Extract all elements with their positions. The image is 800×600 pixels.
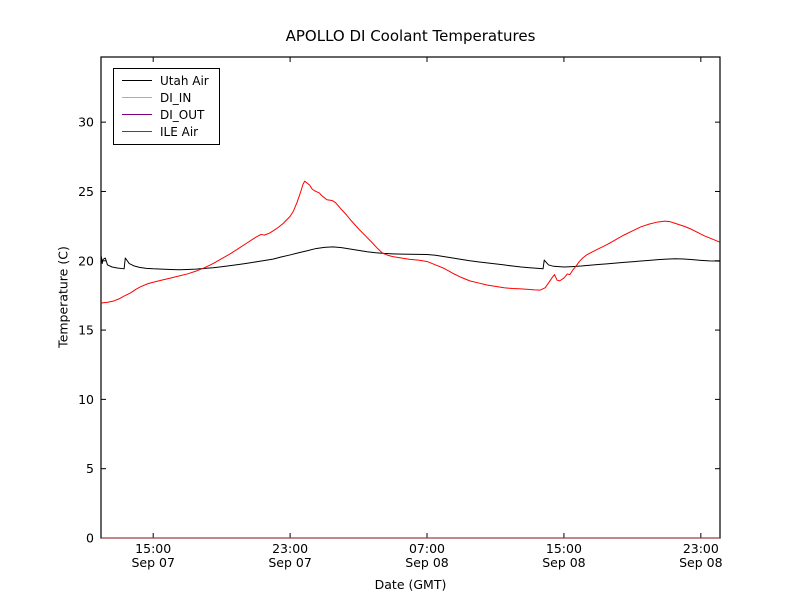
legend-label-di-out: DI_OUT [160, 107, 205, 122]
legend-label-ile-air: ILE Air [160, 124, 199, 139]
chart-title: APOLLO DI Coolant Temperatures [285, 27, 536, 45]
legend-line-sample-ile-air [122, 131, 152, 132]
legend-item-utah-air: Utah Air [122, 72, 209, 89]
x-tick-label-date: Sep 08 [405, 555, 448, 570]
x-tick-label-date: Sep 07 [268, 555, 311, 570]
x-tick-label-time: 15:00 [135, 541, 171, 556]
series-ile-air-line [101, 180, 720, 304]
y-tick-label: 25 [78, 184, 94, 199]
y-tick-label: 30 [78, 115, 94, 130]
legend-item-ile-air: ILE Air [122, 123, 209, 140]
legend-line-sample-di-in [122, 97, 152, 98]
legend-item-di-out: DI_OUT [122, 106, 209, 123]
y-tick-label: 10 [78, 392, 94, 407]
legend-line-sample-di-out [122, 114, 152, 115]
x-tick-label-time: 23:00 [683, 541, 719, 556]
x-tick-label-date: Sep 08 [542, 555, 585, 570]
y-axis-label: Temperature (C) [55, 246, 71, 348]
x-tick-label-time: 07:00 [409, 541, 445, 556]
x-tick-label-time: 15:00 [546, 541, 582, 556]
legend: Utah Air DI_IN DI_OUT ILE Air [113, 68, 220, 145]
x-tick-label-date: Sep 08 [679, 555, 722, 570]
x-tick-label-time: 23:00 [272, 541, 308, 556]
y-tick-label: 15 [78, 323, 94, 338]
y-tick-label: 5 [86, 461, 94, 476]
legend-label-di-in: DI_IN [160, 90, 192, 105]
legend-line-sample-utah-air [122, 80, 152, 81]
y-tick-label: 20 [78, 253, 94, 268]
legend-label-utah-air: Utah Air [160, 73, 209, 88]
series-utah-air-line [100, 246, 720, 271]
x-tick-label-date: Sep 07 [131, 555, 174, 570]
x-axis-label: Date (GMT) [374, 577, 447, 592]
y-tick-label: 0 [86, 531, 94, 546]
legend-item-di-in: DI_IN [122, 89, 209, 106]
